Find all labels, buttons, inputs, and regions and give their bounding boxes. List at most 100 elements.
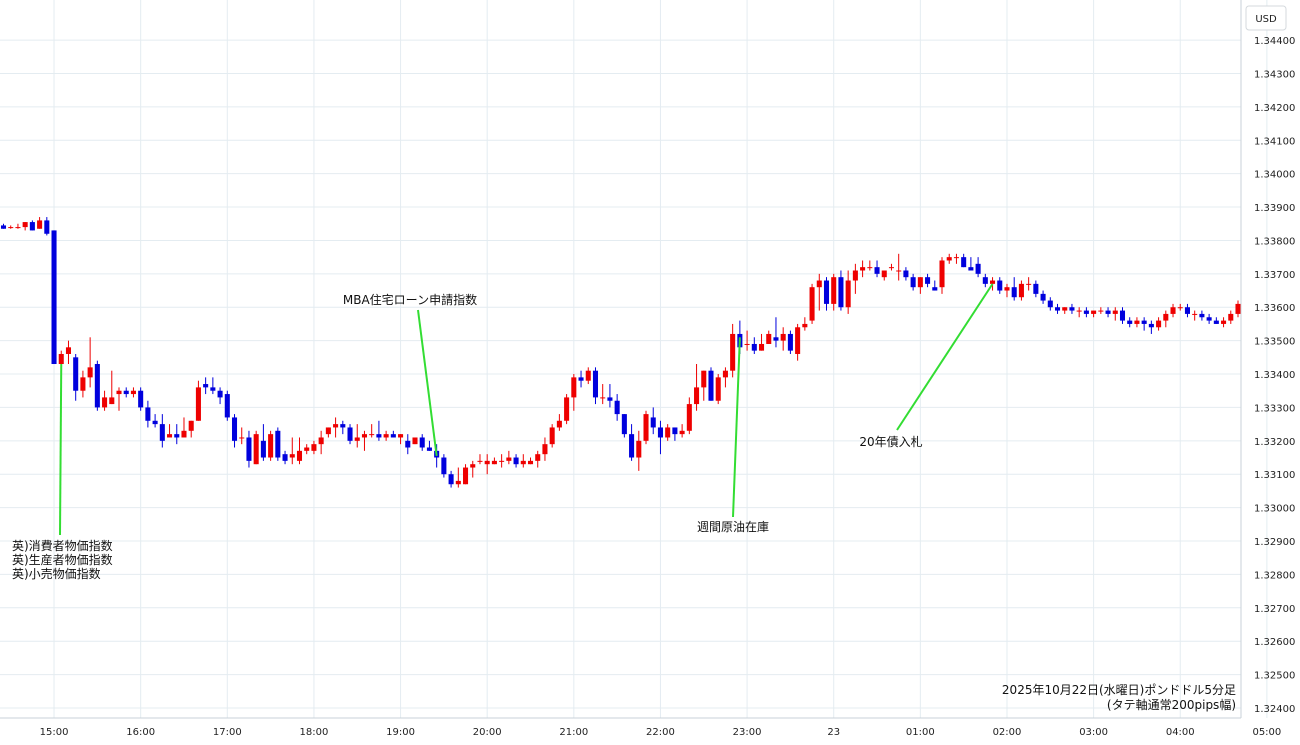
- time-tick-label: 19:00: [386, 727, 415, 738]
- candle-body: [932, 287, 938, 291]
- time-axis: 15:00 16:00 17:00 18:00 19:00 20:00 21:00 22:00…: [40, 727, 1282, 738]
- price-tick-label: 1.33800: [1254, 236, 1295, 247]
- candle-body: [925, 277, 931, 284]
- candle-body: [665, 427, 671, 438]
- candle-body: [506, 457, 512, 461]
- candle-body: [405, 440, 411, 448]
- currency-label[interactable]: USD: [1255, 14, 1277, 25]
- candle-body: [1156, 320, 1162, 328]
- candle-body: [1184, 307, 1190, 314]
- candle-body: [333, 424, 339, 428]
- candle-body: [896, 270, 902, 272]
- candle-body: [578, 377, 584, 381]
- currency-badge-box[interactable]: [1245, 5, 1287, 31]
- candle-body: [65, 347, 72, 354]
- candle-body: [852, 270, 858, 281]
- candle-body: [679, 430, 685, 435]
- time-tick-label: 04:00: [1166, 727, 1195, 738]
- candle-body: [347, 427, 353, 441]
- candle-body: [203, 384, 209, 388]
- candle-body: [1083, 310, 1089, 314]
- candle-body: [15, 227, 21, 229]
- candle-body: [614, 400, 620, 415]
- candle-body: [37, 220, 43, 229]
- candle-body: [448, 474, 454, 485]
- candle-body: [123, 390, 129, 395]
- chart-caption-line1: 2025年10月22日(水曜日)ポンドドル5分足: [1002, 683, 1236, 697]
- candle-body: [1177, 307, 1183, 309]
- candle-body: [1062, 307, 1068, 311]
- price-tick-label: 1.34300: [1254, 69, 1295, 80]
- candle-body: [0, 225, 7, 229]
- candle-body: [159, 424, 165, 441]
- price-tick-label: 1.32900: [1254, 537, 1295, 548]
- candle-body: [867, 267, 873, 269]
- price-tick-label: 1.33600: [1254, 303, 1295, 314]
- candle-body: [592, 370, 599, 398]
- candle-body: [621, 414, 627, 435]
- candle-body: [888, 267, 895, 269]
- candle-body: [1199, 313, 1205, 318]
- candle-body: [860, 267, 866, 271]
- candle-body: [650, 417, 656, 428]
- candle-body: [477, 460, 483, 462]
- candle-body: [44, 220, 50, 234]
- currency-badge[interactable]: USD: [1245, 5, 1287, 31]
- candle-body: [1228, 313, 1234, 321]
- candle-body: [383, 434, 389, 438]
- candle-body: [109, 397, 115, 405]
- time-tick-label: 17:00: [213, 727, 242, 738]
- candle-body: [1011, 287, 1017, 298]
- candle-body: [195, 387, 201, 421]
- time-tick-label: 15:00: [40, 727, 69, 738]
- candle-body: [780, 333, 786, 341]
- candle-body: [1221, 320, 1227, 324]
- candle-body: [643, 414, 649, 441]
- price-tick-label: 1.33200: [1254, 437, 1295, 448]
- candle-body: [282, 454, 288, 461]
- candle-body: [412, 437, 418, 445]
- candle-body: [600, 397, 606, 399]
- candle-body: [80, 377, 86, 391]
- candle-body: [181, 430, 187, 438]
- candle-body: [535, 454, 541, 461]
- candle-body: [715, 377, 721, 401]
- candle-body: [87, 367, 93, 378]
- candle-body: [751, 343, 757, 351]
- candle-body: [1192, 313, 1198, 315]
- candle-body: [1119, 310, 1126, 321]
- annotation-label: 20年債入札: [859, 434, 922, 449]
- candle-body: [289, 454, 295, 458]
- candle-body: [463, 467, 469, 485]
- candle-body: [253, 434, 259, 465]
- candle-body: [910, 277, 916, 288]
- candle-body: [1134, 320, 1140, 324]
- candle-body: [1040, 293, 1046, 301]
- candle-body: [990, 280, 996, 284]
- candle-body: [585, 370, 591, 381]
- time-tick-label: 22:00: [646, 727, 675, 738]
- annotation-label: 週間原油在庫: [697, 520, 769, 534]
- candle-body: [657, 427, 663, 438]
- candle-body: [672, 427, 678, 435]
- price-tick-label: 1.33900: [1254, 203, 1295, 214]
- candle-body: [369, 434, 375, 436]
- price-tick-label: 1.33400: [1254, 370, 1295, 381]
- candle-body: [968, 267, 974, 271]
- candle-body: [188, 420, 194, 431]
- price-tick-label: 1.33700: [1254, 270, 1295, 281]
- candle-body: [491, 460, 497, 465]
- price-tick-label: 1.33500: [1254, 337, 1295, 348]
- candle-body: [260, 440, 266, 458]
- candle-body: [636, 440, 642, 458]
- candle-body: [542, 444, 548, 455]
- candle-body: [398, 434, 404, 438]
- candle-body: [1098, 310, 1104, 312]
- candle-body: [51, 230, 57, 365]
- annotation-label: 英)小売物価指数: [12, 566, 101, 581]
- candle-body: [145, 407, 151, 421]
- candle-body: [1163, 313, 1169, 321]
- candle-body: [340, 424, 346, 428]
- candle-body: [730, 333, 736, 371]
- candle-body: [152, 420, 158, 425]
